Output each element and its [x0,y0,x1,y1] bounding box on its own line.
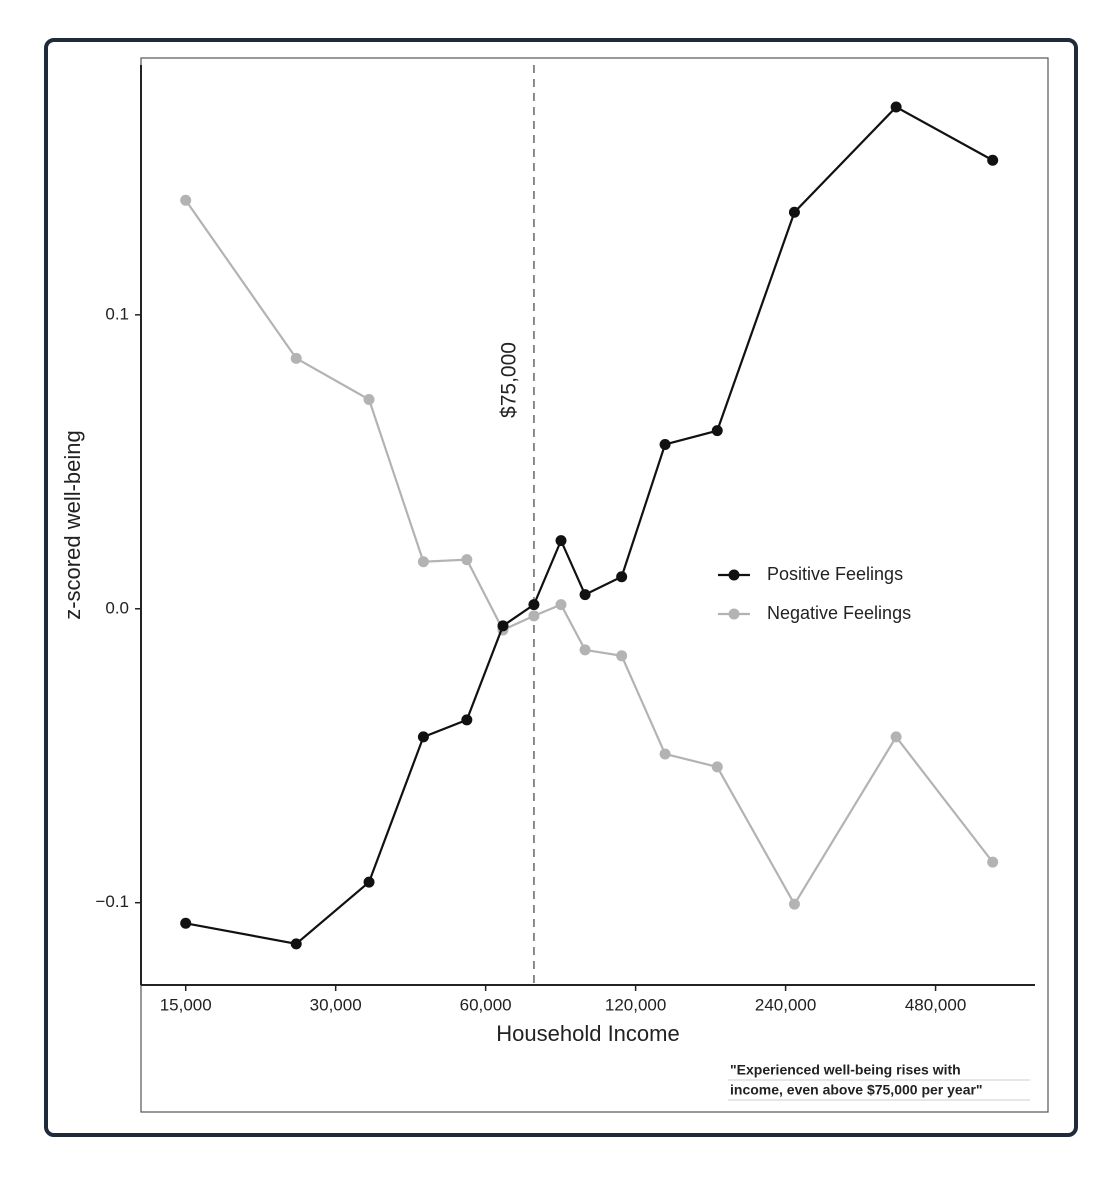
data-point [363,876,375,888]
data-point [290,938,302,950]
x-tick-label: 60,000 [460,995,512,1014]
data-point [180,194,192,206]
legend-label: Negative Feelings [767,603,911,623]
data-point [555,535,567,547]
outer-frame [44,38,1078,1137]
x-tick-label: 120,000 [605,995,666,1014]
y-tick-label: 0.0 [105,598,129,617]
annotation-bg [728,1082,1032,1100]
data-point [711,425,723,437]
x-axis-title: Household Income [496,1021,679,1046]
data-point [363,393,375,405]
x-tick-label: 30,000 [310,995,362,1014]
annotation: "Experienced well-being rises with [730,1062,961,1078]
data-point [555,599,567,611]
data-point [417,556,429,568]
legend-marker [728,608,740,620]
data-point [579,644,591,656]
data-point [616,650,628,662]
x-tick-label: 240,000 [755,995,816,1014]
data-point [659,438,671,450]
reference-label: $75,000 [497,342,520,418]
data-point [616,571,628,583]
data-point [788,206,800,218]
data-point [579,589,591,601]
y-tick-label: 0.1 [105,304,129,323]
data-point [461,554,473,566]
data-point [987,154,999,166]
y-tick-label: −0.1 [95,892,129,911]
data-point [890,731,902,743]
annotation: income, even above $75,000 per year" [730,1082,983,1098]
data-point [180,917,192,929]
x-tick-label: 480,000 [905,995,966,1014]
data-point [497,620,509,632]
data-point [890,101,902,113]
data-point [788,898,800,910]
annotation-bg [728,1062,1032,1080]
data-point [987,856,999,868]
legend-marker [728,569,740,581]
legend-label: Positive Feelings [767,564,903,584]
data-point [528,610,540,622]
y-axis-title: z-scored well-being [60,430,85,620]
x-tick-label: 15,000 [160,995,212,1014]
data-point [528,599,540,611]
data-point [417,731,429,743]
data-point [461,714,473,726]
data-point [659,748,671,760]
data-point [711,761,723,773]
data-point [290,352,302,364]
